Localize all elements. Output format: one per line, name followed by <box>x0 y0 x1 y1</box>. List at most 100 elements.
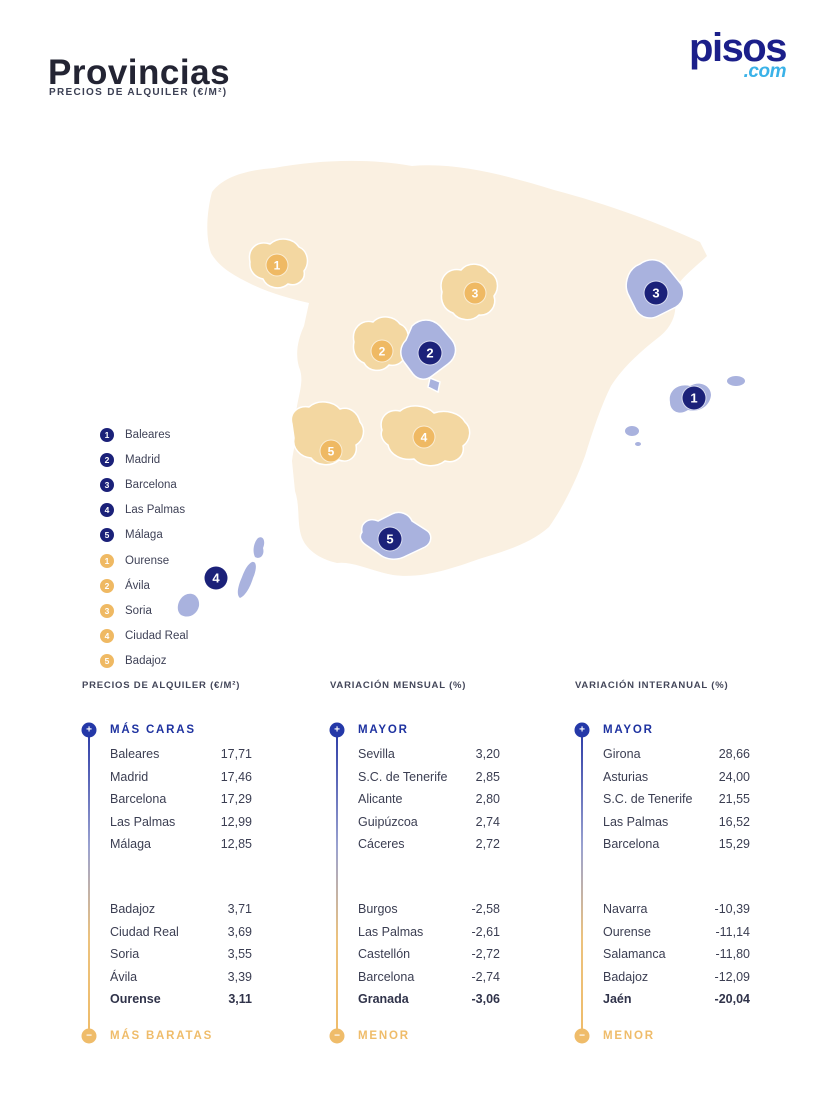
legend-number-badge: 3 <box>100 603 114 618</box>
row-value: 17,29 <box>220 792 252 807</box>
row-province: Las Palmas <box>110 814 176 829</box>
island-ibiza <box>625 426 639 436</box>
row-value: 2,80 <box>475 792 500 807</box>
table-row: Ourense 3,11 <box>110 992 252 1015</box>
row-province: Alicante <box>358 792 403 807</box>
legend-item: 5 Badajoz <box>100 649 188 674</box>
bottom-group-rows: Navarra -10,39 Ourense -11,14 Salamanca … <box>603 902 750 1015</box>
timeline-gradient-line <box>581 730 583 1036</box>
legend-label: Barcelona <box>125 478 177 491</box>
row-value: -11,14 <box>715 924 750 939</box>
table-row: Castellón -2,72 <box>358 947 500 970</box>
table-row: Alicante 2,80 <box>358 792 500 815</box>
row-province: Castellón <box>358 947 411 962</box>
minus-circle-icon: − <box>574 1028 590 1044</box>
legend-item: 3 Barcelona <box>100 472 188 497</box>
legend-number-badge: 2 <box>100 578 114 593</box>
top-group-rows: Girona 28,66 Asturias 24,00 S.C. de Tene… <box>603 747 750 860</box>
legend-item: 4 Ciudad Real <box>100 624 188 649</box>
spain-map: 1 2 3 4 5 1 2 3 4 5 1 Baleares 2 Madrid 3 Barcelo… <box>0 130 830 669</box>
map-marker-orange-2: 2 <box>371 340 393 362</box>
table-row: Barcelona 17,29 <box>110 792 252 815</box>
table-row: Ourense -11,14 <box>603 925 750 948</box>
plus-circle-icon: + <box>329 722 345 738</box>
plus-circle-icon: + <box>81 722 97 738</box>
table-row: Sevilla 3,20 <box>358 747 500 770</box>
top-group-rows: Baleares 17,71 Madrid 17,46 Barcelona 17… <box>110 747 252 860</box>
legend-number-badge: 4 <box>100 629 114 644</box>
row-province: Ciudad Real <box>110 924 179 939</box>
table-row: Asturias 24,00 <box>603 770 750 793</box>
row-province: Granada <box>358 992 409 1007</box>
column-variacion-interanual: VARIACIÓN INTERANUAL (%) + MAYOR Girona … <box>574 676 765 1076</box>
row-value: 17,71 <box>220 747 252 761</box>
row-value: 3,69 <box>227 924 252 939</box>
legend-label: Las Palmas <box>125 504 186 517</box>
row-value: 3,11 <box>228 992 252 1007</box>
legend-item: 1 Baleares <box>100 422 188 447</box>
column-header: VARIACIÓN MENSUAL (%) <box>330 680 467 691</box>
top-group-label: MAYOR <box>358 724 409 736</box>
spain-map-svg <box>177 160 745 617</box>
row-province: Las Palmas <box>358 924 424 939</box>
legend-label: Madrid <box>125 453 161 466</box>
table-row: Barcelona 15,29 <box>603 837 750 860</box>
row-value: -12,09 <box>714 969 750 984</box>
table-row: Las Palmas -2,61 <box>358 925 500 948</box>
island-formentera <box>635 442 641 446</box>
row-value: 17,46 <box>220 769 252 784</box>
row-value: 15,29 <box>718 837 750 852</box>
bottom-group-label: MÁS BARATAS <box>110 1030 214 1042</box>
row-value: 2,74 <box>475 814 500 829</box>
legend-item: 2 Madrid <box>100 447 188 472</box>
table-row: Barcelona -2,74 <box>358 970 500 993</box>
column-header: PRECIOS DE ALQUILER (€/M²) <box>82 680 241 691</box>
table-row: Málaga 12,85 <box>110 837 252 860</box>
ranking-tables: PRECIOS DE ALQUILER (€/M²) + MÁS CARAS B… <box>0 676 830 1096</box>
province-badajoz <box>290 401 365 466</box>
legend-label: Ciudad Real <box>125 630 189 643</box>
legend-number-badge: 5 <box>100 528 114 543</box>
page-title: Provincias <box>48 53 231 93</box>
row-province: S.C. de Tenerife <box>358 769 448 784</box>
legend-item: 3 Soria <box>100 598 188 623</box>
map-marker-navy-5: 5 <box>378 527 402 551</box>
table-row: Granada -3,06 <box>358 992 500 1015</box>
map-marker-navy-1: 1 <box>682 386 706 410</box>
top-group-label: MAYOR <box>603 724 654 736</box>
spain-mainland-shape <box>207 160 707 576</box>
table-row: Soria 3,55 <box>110 947 252 970</box>
legend-number-badge: 1 <box>100 427 114 442</box>
minus-circle-icon: − <box>81 1028 97 1044</box>
row-value: 2,85 <box>475 769 500 784</box>
row-province: Jaén <box>603 992 632 1007</box>
minus-circle-icon: − <box>329 1028 345 1044</box>
table-row: Jaén -20,04 <box>603 992 750 1015</box>
row-province: Barcelona <box>110 792 167 807</box>
row-value: -2,58 <box>471 902 501 916</box>
table-row: Girona 28,66 <box>603 747 750 770</box>
table-row: Salamanca -11,80 <box>603 947 750 970</box>
legend-number-badge: 4 <box>100 503 114 518</box>
row-province: Málaga <box>110 837 151 852</box>
map-marker-navy-3: 3 <box>644 281 668 305</box>
row-value: 16,52 <box>718 814 750 829</box>
row-province: Badajoz <box>603 969 649 984</box>
table-row: Las Palmas 16,52 <box>603 815 750 838</box>
legend-item: 5 Málaga <box>100 523 188 548</box>
legend-item: 1 Ourense <box>100 548 188 573</box>
row-value: -10,39 <box>714 902 750 916</box>
row-province: Las Palmas <box>603 814 669 829</box>
legend-number-badge: 5 <box>100 654 114 669</box>
bottom-group-rows: Badajoz 3,71 Ciudad Real 3,69 Soria 3,55 <box>110 902 252 1015</box>
table-row: Ávila 3,39 <box>110 970 252 993</box>
island-gran-canaria <box>177 593 200 617</box>
pisos-logo: pisos .com <box>689 28 787 81</box>
map-marker-orange-5: 5 <box>320 440 342 462</box>
row-province: Cáceres <box>358 837 405 852</box>
table-row: Ciudad Real 3,69 <box>110 925 252 948</box>
row-value: 3,39 <box>227 969 252 984</box>
row-value: -3,06 <box>471 992 501 1007</box>
island-menorca <box>727 376 745 386</box>
row-province: Soria <box>110 947 140 962</box>
